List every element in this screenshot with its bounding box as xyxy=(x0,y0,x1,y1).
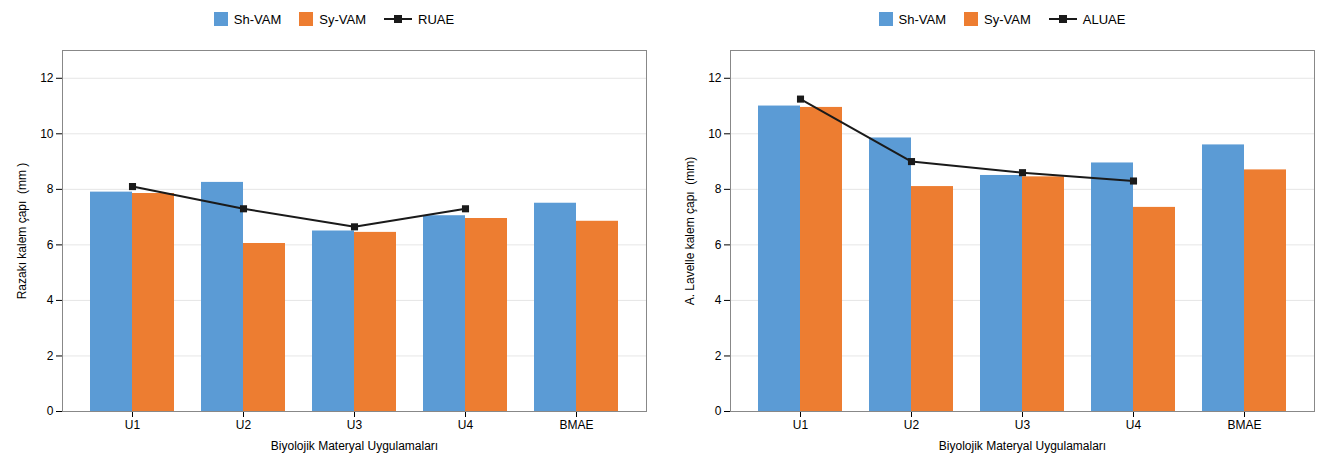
svg-text:10: 10 xyxy=(708,127,722,141)
svg-text:2: 2 xyxy=(715,349,722,363)
svg-text:U1: U1 xyxy=(793,418,809,432)
html-text:Sy-VAM: Sy-VAM xyxy=(984,11,1031,27)
svg-text:0: 0 xyxy=(47,404,54,418)
svg-text:4: 4 xyxy=(47,293,54,307)
svg-text:8: 8 xyxy=(47,182,54,196)
svg-text:U3: U3 xyxy=(1015,418,1031,432)
svg-text:10: 10 xyxy=(40,127,54,141)
html-text:ALUAE: ALUAE xyxy=(1082,11,1126,27)
svg-text:Razakı kalem çapı (mm ): Razakı kalem çapı (mm ) xyxy=(15,163,29,300)
svg-text:12: 12 xyxy=(40,71,54,85)
svg-text:4: 4 xyxy=(715,293,722,307)
svg-text:6: 6 xyxy=(47,238,54,252)
svg-text:8: 8 xyxy=(715,182,722,196)
svg-text:A. Lavelle kalem çapı (mm): A. Lavelle kalem çapı (mm) xyxy=(683,157,697,306)
svg-text:U2: U2 xyxy=(904,418,920,432)
svg-text:6: 6 xyxy=(715,238,722,252)
svg-text:0: 0 xyxy=(715,404,722,418)
html-text:Sh-VAM: Sh-VAM xyxy=(233,11,282,27)
svg-text:12: 12 xyxy=(708,71,722,85)
svg-text:U4: U4 xyxy=(1126,418,1142,432)
svg-text:BMAE: BMAE xyxy=(559,418,593,432)
html-text:Sy-VAM: Sy-VAM xyxy=(319,11,366,27)
svg-text:Biyolojik Materyal Uygulamalar: Biyolojik Materyal Uygulamaları xyxy=(939,439,1106,453)
html-text:RUAE: RUAE xyxy=(418,11,455,27)
svg-text:U4: U4 xyxy=(458,418,474,432)
svg-text:U2: U2 xyxy=(236,418,252,432)
svg-text:2: 2 xyxy=(47,349,54,363)
svg-text:BMAE: BMAE xyxy=(1227,418,1261,432)
svg-text:U3: U3 xyxy=(347,418,363,432)
svg-text:U1: U1 xyxy=(125,418,141,432)
html-text:Sh-VAM: Sh-VAM xyxy=(898,11,946,27)
svg-text:Biyolojik Materyal Uygulamalar: Biyolojik Materyal Uygulamaları xyxy=(271,439,438,453)
